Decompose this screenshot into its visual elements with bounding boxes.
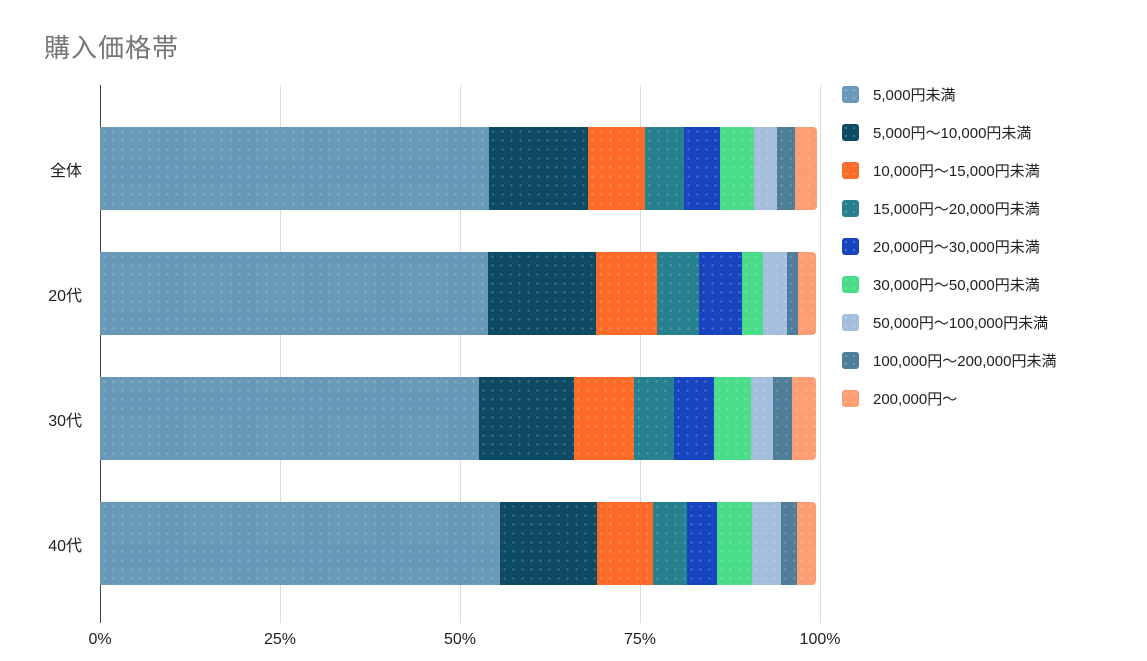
legend-swatch <box>842 86 859 103</box>
bar-segment[interactable] <box>645 127 684 210</box>
gridline <box>640 85 641 623</box>
bar-segment[interactable] <box>786 252 798 335</box>
legend-label: 30,000円～50,000円未満 <box>873 277 1040 294</box>
bar-segment[interactable] <box>781 502 797 585</box>
bar-segment[interactable] <box>596 502 653 585</box>
bar-segment[interactable] <box>100 377 479 460</box>
bar-segment[interactable] <box>100 252 489 335</box>
bar-segment[interactable] <box>763 252 787 335</box>
category-label: 20代 <box>48 287 82 305</box>
legend-item: 5,000円～10,000円未満 <box>842 124 1056 142</box>
bar-row <box>100 502 820 585</box>
category-label: 30代 <box>48 412 82 430</box>
legend-swatch <box>842 238 859 255</box>
category-label: 全体 <box>49 162 82 180</box>
bar-row <box>100 252 820 335</box>
bar-segment[interactable] <box>717 502 753 585</box>
bar-segment[interactable] <box>100 127 489 210</box>
legend-item: 10,000円～15,000円未満 <box>842 162 1056 180</box>
bar-segment[interactable] <box>719 127 754 210</box>
bar-segment[interactable] <box>797 252 816 335</box>
legend-item: 100,000円～200,000円未満 <box>842 352 1057 370</box>
x-axis-tick-label: 0% <box>88 631 112 648</box>
legend-item: 20,000円～30,000円未満 <box>842 238 1056 256</box>
x-axis-tick-label: 25% <box>263 631 297 648</box>
legend-swatch <box>842 124 859 141</box>
legend-label: 15,000円～20,000円未満 <box>873 201 1040 218</box>
bar-row <box>100 127 820 210</box>
legend-label: 50,000円～100,000円未満 <box>873 315 1049 332</box>
legend-label: 20,000円～30,000円未満 <box>873 239 1040 256</box>
x-axis-tick-label: 100% <box>799 631 841 648</box>
x-axis-tick-label: 75% <box>623 631 657 648</box>
legend-swatch <box>842 162 859 179</box>
legend-item: 50,000円～100,000円未満 <box>842 314 1056 332</box>
bar-segment[interactable] <box>633 377 674 460</box>
bar-segment[interactable] <box>488 252 597 335</box>
bar-segment[interactable] <box>773 377 792 460</box>
bar-segment[interactable] <box>683 127 720 210</box>
bar-segment[interactable] <box>573 377 634 460</box>
bar-segment[interactable] <box>777 127 796 210</box>
gridline <box>460 85 461 623</box>
bar-segment[interactable] <box>750 377 774 460</box>
bar-segment[interactable] <box>478 377 574 460</box>
bar-segment[interactable] <box>752 502 782 585</box>
bar-segment[interactable] <box>588 127 646 210</box>
legend-label: 100,000円～200,000円未満 <box>873 353 1057 370</box>
legend-item: 15,000円～20,000円未満 <box>842 200 1056 218</box>
gridline <box>280 85 281 623</box>
bar-segment[interactable] <box>488 127 589 210</box>
x-axis-tick-label: 50% <box>443 631 477 648</box>
bar-segment[interactable] <box>686 502 717 585</box>
bar-segment[interactable] <box>742 252 764 335</box>
legend-swatch <box>842 352 859 369</box>
legend: 5,000円未満 5,000円～10,000円未満 10,000円～15,000円未… <box>842 86 1056 428</box>
legend-swatch <box>842 200 859 217</box>
legend-item: 5,000円未満 <box>842 86 1056 104</box>
legend-label: 5,000円未満 <box>873 87 956 104</box>
bar-segment[interactable] <box>714 377 751 460</box>
bar-row <box>100 377 820 460</box>
bar-segment[interactable] <box>499 502 597 585</box>
bar-segment[interactable] <box>796 502 816 585</box>
bar-segment[interactable] <box>791 377 817 460</box>
bar-segment[interactable] <box>652 502 687 585</box>
bar-segment[interactable] <box>596 252 658 335</box>
chart-title: 購入価格帯 <box>44 33 180 63</box>
legend-item: 30,000円～50,000円未満 <box>842 276 1056 294</box>
bar-segment[interactable] <box>699 252 743 335</box>
gridline <box>820 85 821 623</box>
bar-segment[interactable] <box>100 502 500 585</box>
bar-segment[interactable] <box>795 127 818 210</box>
legend-swatch <box>842 276 859 293</box>
plot-area: 0% 25% 50% 75% 100% <box>88 85 840 661</box>
bar-segment[interactable] <box>657 252 700 335</box>
legend-label: 5,000円～10,000円未満 <box>873 125 1032 142</box>
legend-label: 10,000円～15,000円未満 <box>873 163 1040 180</box>
legend-swatch <box>842 314 859 331</box>
legend-swatch <box>842 390 859 407</box>
bar-segment[interactable] <box>753 127 778 210</box>
legend-label: 200,000円～ <box>873 391 958 408</box>
y-axis-line <box>100 85 101 623</box>
legend-item: 200,000円～ <box>842 390 1056 408</box>
category-label: 40代 <box>48 537 82 555</box>
bar-segment[interactable] <box>673 377 715 460</box>
